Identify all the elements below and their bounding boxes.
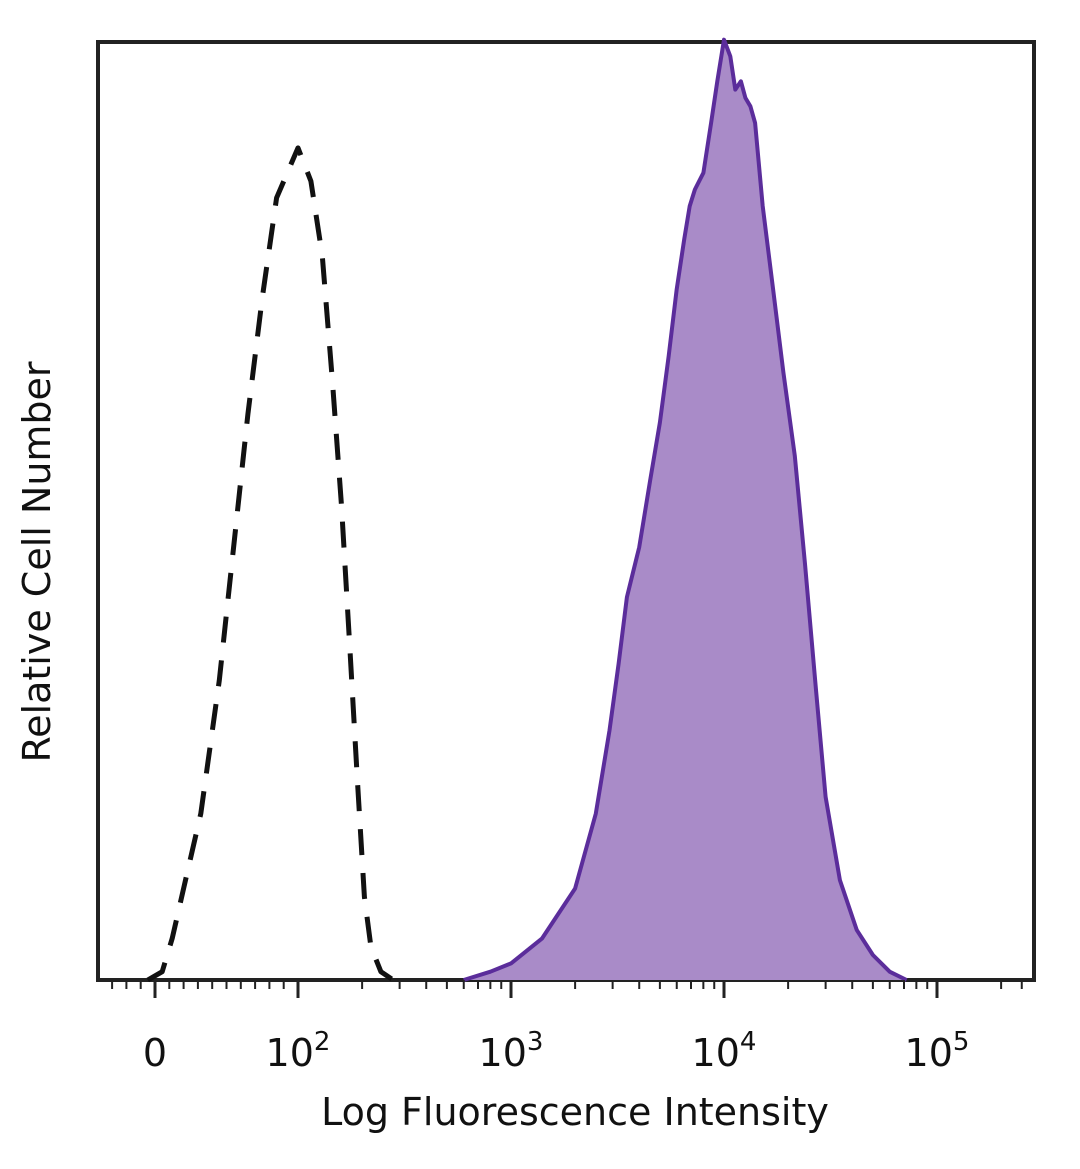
series-0-line — [146, 145, 395, 983]
series-layer — [146, 37, 908, 983]
series-1-area — [463, 39, 907, 980]
x-tick-label: 104 — [692, 1027, 757, 1075]
y-axis-title: Relative Cell Number — [15, 361, 59, 762]
x-axis-major-ticks — [153, 980, 939, 998]
x-tick-label: 105 — [905, 1027, 970, 1075]
x-tick-label: 103 — [479, 1027, 544, 1075]
x-tick-label: 102 — [266, 1027, 331, 1075]
x-tick-label: 0 — [143, 1031, 167, 1075]
x-axis-minor-ticks — [111, 980, 1023, 989]
x-axis-tick-labels: 0 102 103 104 105 — [143, 1027, 970, 1075]
series-1-line — [463, 37, 908, 982]
x-axis-title: Log Fluorescence Intensity — [321, 1090, 829, 1134]
